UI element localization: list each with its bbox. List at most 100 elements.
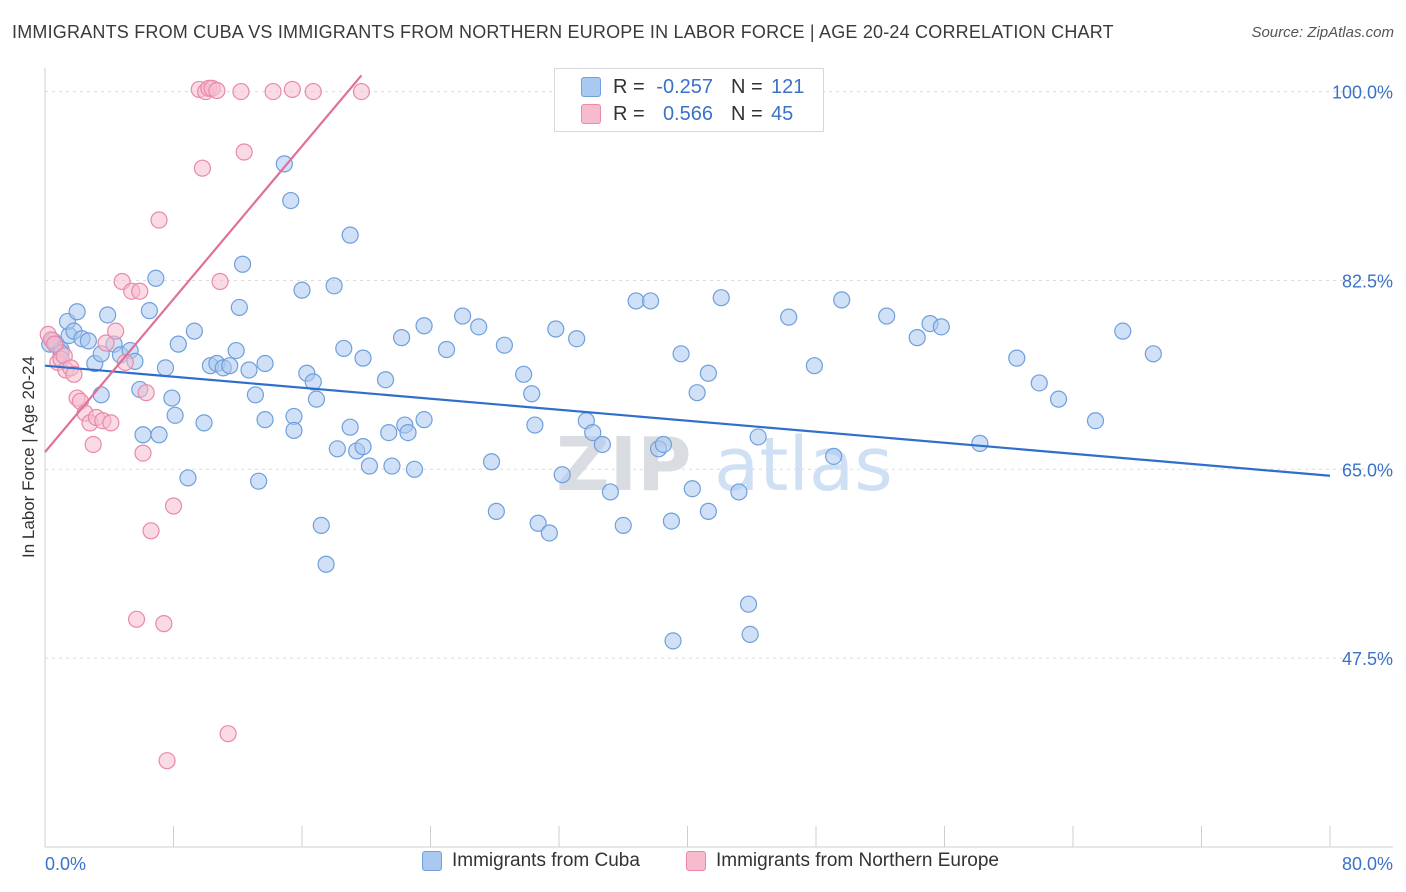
stats-r-label: R = xyxy=(613,102,645,125)
point-cuba xyxy=(971,434,989,452)
y-tick-label: 82.5% xyxy=(1342,271,1393,291)
point-cuba xyxy=(482,453,501,471)
x-tick-label: 0.0% xyxy=(45,854,86,874)
point-cuba xyxy=(712,289,730,307)
point-cuba xyxy=(256,411,274,429)
point-cuba xyxy=(730,483,748,501)
point-northern-europe xyxy=(127,610,146,628)
point-cuba xyxy=(285,421,303,440)
point-cuba xyxy=(739,595,758,613)
point-cuba xyxy=(380,424,398,442)
point-cuba xyxy=(833,291,851,309)
point-cuba xyxy=(227,341,245,360)
point-northern-europe xyxy=(193,159,212,177)
watermark-zip: ZIP xyxy=(556,422,691,508)
legend-item-northern-europe[interactable]: Immigrants from Northern Europe xyxy=(686,850,999,872)
point-cuba xyxy=(932,318,950,336)
stats-r-value-northern-europe: 0.566 xyxy=(662,102,713,125)
point-cuba xyxy=(614,516,632,535)
stats-n-value-northern-europe: 45 xyxy=(771,102,794,125)
point-cuba xyxy=(1086,412,1105,430)
stats-row-cuba: R = -0.257 N = 121 xyxy=(555,73,823,101)
point-northern-europe xyxy=(283,80,301,99)
point-cuba xyxy=(1144,345,1162,363)
point-cuba xyxy=(335,339,353,358)
point-northern-europe xyxy=(65,365,83,383)
point-cuba xyxy=(699,502,717,520)
point-cuba xyxy=(495,336,513,354)
point-cuba xyxy=(341,418,359,436)
point-northern-europe xyxy=(131,282,149,300)
stats-n-value-cuba: 121 xyxy=(771,75,805,98)
point-cuba xyxy=(805,357,823,375)
point-northern-europe xyxy=(134,444,152,462)
point-cuba xyxy=(250,472,268,490)
stats-n-label: N = xyxy=(731,75,763,98)
point-cuba xyxy=(307,390,326,408)
point-cuba xyxy=(325,277,343,295)
chart-title: IMMIGRANTS FROM CUBA VS IMMIGRANTS FROM … xyxy=(12,22,1114,42)
point-northern-europe xyxy=(142,522,160,540)
y-axis-label: In Labor Force | Age 20-24 xyxy=(19,356,38,558)
point-cuba xyxy=(415,411,433,429)
point-northern-europe xyxy=(107,322,125,340)
data-points xyxy=(39,79,1162,770)
trend-line-northern-europe xyxy=(44,74,363,453)
point-cuba xyxy=(134,426,152,444)
legend-label-cuba: Immigrants from Cuba xyxy=(452,850,640,871)
point-cuba xyxy=(230,298,248,317)
point-cuba xyxy=(179,469,197,487)
point-cuba xyxy=(360,457,379,475)
point-northern-europe xyxy=(264,82,282,101)
point-northern-europe xyxy=(137,384,155,402)
point-cuba xyxy=(68,303,86,321)
point-cuba xyxy=(688,384,706,402)
point-cuba xyxy=(1030,374,1048,392)
point-northern-europe xyxy=(304,82,322,101)
point-northern-europe xyxy=(84,435,102,454)
point-northern-europe xyxy=(158,752,176,770)
point-northern-europe xyxy=(116,353,134,372)
point-cuba xyxy=(627,292,645,310)
point-northern-europe xyxy=(155,615,173,633)
point-cuba xyxy=(654,435,673,454)
point-cuba xyxy=(568,330,586,348)
point-cuba xyxy=(354,438,372,456)
stats-n-label: N = xyxy=(731,102,763,125)
point-cuba xyxy=(526,416,544,434)
point-cuba xyxy=(317,555,335,573)
point-northern-europe xyxy=(211,272,229,291)
point-cuba xyxy=(780,308,798,326)
point-cuba xyxy=(741,625,759,644)
point-cuba xyxy=(593,435,611,454)
source-note: Source: ZipAtlas.com xyxy=(1251,24,1394,41)
point-cuba xyxy=(1114,322,1132,340)
point-cuba xyxy=(529,514,547,532)
point-cuba xyxy=(282,191,300,210)
point-cuba xyxy=(699,364,717,382)
point-northern-europe xyxy=(219,725,237,743)
point-cuba xyxy=(584,424,602,442)
point-cuba xyxy=(221,357,239,375)
point-cuba xyxy=(166,406,184,424)
point-cuba xyxy=(304,373,322,391)
point-cuba xyxy=(547,320,565,338)
point-cuba xyxy=(233,255,252,273)
point-cuba xyxy=(1049,390,1068,408)
point-northern-europe xyxy=(97,334,115,352)
legend-item-cuba[interactable]: Immigrants from Cuba xyxy=(422,850,640,872)
point-cuba xyxy=(683,480,701,498)
y-tick-labels: 100.0% 82.5% 65.0% 47.5% xyxy=(1332,83,1393,670)
point-cuba xyxy=(454,307,472,325)
stats-r-label: R = xyxy=(613,75,645,98)
point-cuba xyxy=(195,414,213,432)
point-cuba xyxy=(169,335,187,353)
stats-swatch-northern-europe xyxy=(581,104,601,124)
point-cuba xyxy=(470,318,488,336)
bottom-legend: Immigrants from Cuba Immigrants from Nor… xyxy=(0,850,1406,880)
point-northern-europe xyxy=(102,414,120,432)
point-northern-europe xyxy=(46,335,64,353)
point-cuba xyxy=(147,269,165,287)
point-cuba xyxy=(92,386,110,404)
point-cuba xyxy=(553,466,571,484)
